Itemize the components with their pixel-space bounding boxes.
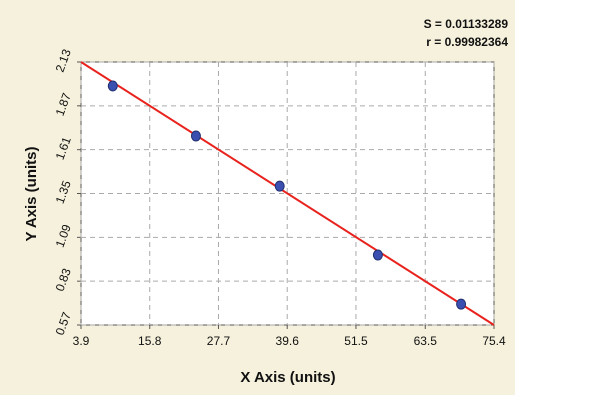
data-point	[274, 180, 285, 192]
annotation: S = 0.01133289	[424, 17, 509, 31]
x-tick-label: 63.5	[414, 334, 438, 348]
x-tick-label: 15.8	[138, 334, 162, 348]
x-tick-label: 27.7	[207, 334, 231, 348]
fit-line	[80, 61, 495, 326]
y-axis-title: Y Axis (units)	[23, 146, 40, 241]
data-point	[107, 80, 118, 92]
data-point	[190, 130, 201, 142]
x-tick-label: 3.9	[73, 334, 90, 348]
data-point	[456, 298, 467, 310]
x-tick-label: 75.4	[482, 334, 506, 348]
data-point	[372, 249, 383, 261]
annotation: r = 0.99982364	[426, 35, 508, 49]
x-tick-label: 51.5	[344, 334, 368, 348]
x-axis-title: X Axis (units)	[240, 369, 335, 386]
x-tick-label: 39.6	[276, 334, 300, 348]
